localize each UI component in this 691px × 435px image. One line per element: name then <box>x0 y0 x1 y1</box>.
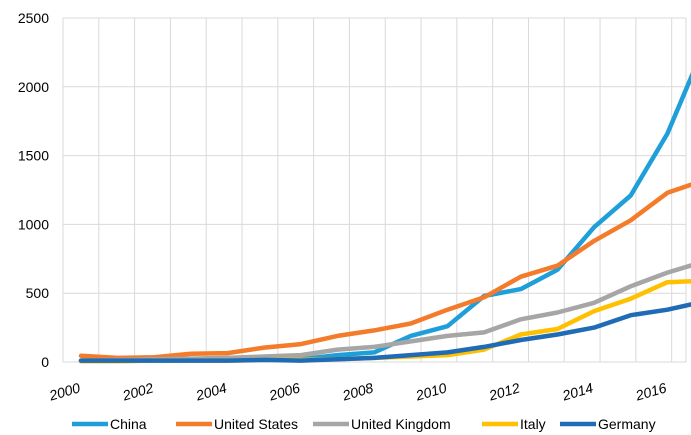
chart-grid <box>62 17 687 363</box>
x-tick-label: 2002 <box>120 379 156 403</box>
y-tick-label: 1000 <box>18 216 49 232</box>
x-tick-label: 2008 <box>340 379 376 403</box>
legend-label: United Kingdom <box>351 416 451 432</box>
x-axis: 2000 2002 2004 2006 2008 2010 2012 2014 2016 <box>47 379 669 403</box>
x-tick-label: 2012 <box>486 379 522 403</box>
x-tick-label: 2004 <box>193 379 229 403</box>
legend-item: Italy <box>482 416 546 432</box>
x-tick-label: 2006 <box>266 379 302 403</box>
y-tick-label: 2000 <box>18 79 49 95</box>
x-tick-label: 2016 <box>633 379 669 403</box>
legend-item: United Kingdom <box>313 416 451 432</box>
legend-label: China <box>110 416 147 432</box>
y-axis: 0 500 1000 1500 2000 2500 <box>18 10 49 370</box>
y-tick-label: 0 <box>41 354 49 370</box>
legend-label: United States <box>214 416 298 432</box>
x-tick-label: 2014 <box>560 379 596 403</box>
y-tick-label: 2500 <box>18 10 49 26</box>
legend-item: China <box>72 416 147 432</box>
x-tick-label: 2000 <box>47 379 83 403</box>
legend-label: Germany <box>598 416 656 432</box>
legend: China United States United Kingdom Italy Ger… <box>72 416 656 432</box>
series-line-china <box>78 71 691 363</box>
y-tick-label: 1500 <box>18 148 49 164</box>
series-line-united-states <box>78 182 691 361</box>
legend-item: United States <box>176 416 298 432</box>
plot-area <box>78 71 691 364</box>
legend-item: Germany <box>560 416 656 432</box>
legend-label: Italy <box>520 416 546 432</box>
y-tick-label: 500 <box>26 285 50 301</box>
series-line-germany <box>78 302 691 363</box>
x-tick-label: 2010 <box>413 379 449 403</box>
